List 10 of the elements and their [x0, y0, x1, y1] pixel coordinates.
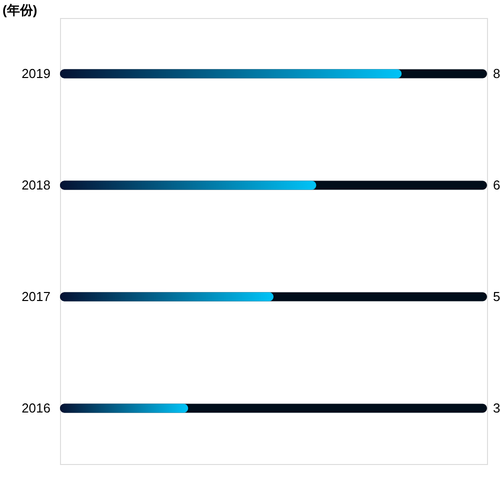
y-axis-title: (年份) [2, 2, 38, 18]
data-label: 8 [493, 66, 500, 81]
y-tick-label: 2019 [22, 66, 50, 81]
y-tick-label: 2017 [22, 288, 50, 304]
data-label: 5 [493, 288, 500, 304]
y-tick-label: 2016 [22, 400, 50, 416]
y-tick-label: 2018 [22, 177, 50, 192]
bar [60, 404, 188, 413]
data-label: 6 [493, 177, 500, 192]
data-label: 3 [493, 400, 500, 416]
